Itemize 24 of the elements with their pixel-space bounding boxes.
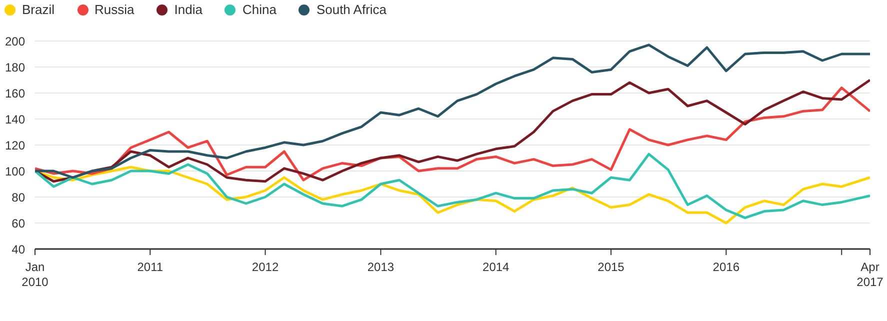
- x-tick-label: 2011: [137, 260, 164, 274]
- x-tick-label: 2012: [252, 260, 279, 274]
- y-tick-label: 80: [12, 190, 26, 204]
- x-tick-label: Apr 2017: [856, 260, 884, 289]
- y-tick-label: 120: [4, 138, 26, 152]
- legend-label: Russia: [94, 2, 134, 17]
- y-tick-label: 160: [4, 86, 26, 100]
- line-series: [35, 152, 870, 220]
- legend-label: China: [242, 2, 276, 17]
- y-tick-label: 180: [4, 60, 26, 74]
- x-tick-label: 2013: [367, 260, 394, 274]
- y-tick-label: 100: [4, 164, 26, 178]
- x-tick-label: Jan 2010: [22, 260, 49, 289]
- legend-label: India: [174, 2, 202, 17]
- x-tick-label: 2014: [482, 260, 510, 274]
- y-tick-label: 60: [12, 216, 26, 230]
- y-tick-label: 140: [4, 112, 26, 126]
- y-tick-label: 200: [4, 34, 26, 48]
- legend-label: South Africa: [316, 2, 387, 17]
- x-tick-label: 2016: [712, 260, 740, 274]
- line-series: [35, 44, 870, 179]
- x-tick-label: 2015: [598, 260, 625, 274]
- legend-label: Brazil: [22, 2, 55, 17]
- y-tick-label: 40: [12, 242, 26, 256]
